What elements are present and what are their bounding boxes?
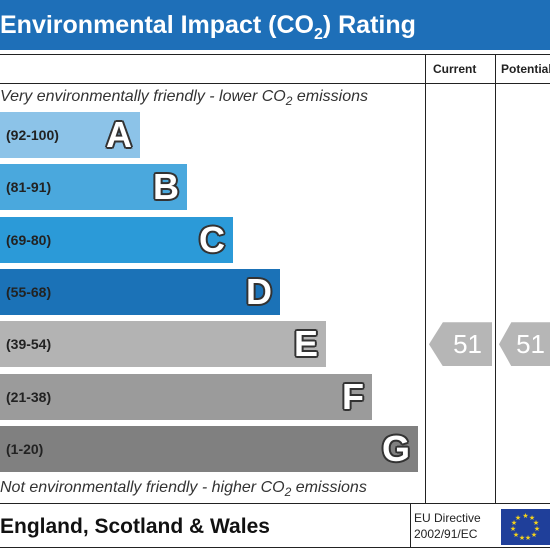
rating-letter: F	[342, 375, 364, 417]
rating-range-label: (39-54)	[6, 336, 52, 353]
potential-rating-arrow: 51	[499, 322, 550, 367]
rating-range-label: (1-20)	[6, 440, 44, 457]
rating-range-label: (92-100)	[6, 127, 59, 143]
svg-text:★: ★	[513, 531, 519, 539]
svg-text:★: ★	[531, 531, 537, 539]
rating-letter: B	[153, 166, 179, 208]
eu-directive: EU Directive 2002/91/EC	[414, 510, 496, 542]
svg-text:★: ★	[511, 519, 517, 527]
rating-letter: G	[381, 427, 410, 469]
title-text-end: ) Rating	[322, 11, 416, 39]
rating-letter: A	[106, 114, 132, 155]
top-note-sub: 2	[285, 94, 293, 108]
svg-text:★: ★	[534, 525, 540, 533]
divider-footer	[410, 503, 411, 547]
eu-directive-line2: 2002/91/EC	[414, 527, 478, 541]
title-subscript: 2	[313, 26, 323, 43]
rating-range-label: (81-91)	[6, 179, 52, 196]
rating-bar-b: (81-91) B	[0, 164, 187, 211]
svg-text:★: ★	[525, 534, 531, 542]
title-text: Environmental Impact (CO	[0, 11, 314, 39]
current-rating-arrow-value: 51	[453, 329, 482, 360]
rating-letter: E	[293, 323, 318, 365]
rating-bar-c: (69-80) C	[0, 216, 233, 263]
potential-rating-arrow-value: 51	[516, 329, 545, 360]
bottom-note-sub: 2	[284, 485, 292, 499]
svg-text:★: ★	[522, 512, 528, 520]
svg-text:★: ★	[510, 525, 516, 533]
rating-bar-a: (92-100) A	[0, 112, 140, 158]
frame-bottom-line	[0, 503, 550, 504]
rating-bar-e: (39-54) E	[0, 321, 326, 368]
footer-region: England, Scotland & Wales	[0, 515, 270, 538]
rating-bar-g: (1-20) G	[0, 425, 418, 472]
rating-bar-d: (55-68) D	[0, 268, 280, 315]
bottom-note: Not environmentally friendly - higher CO…	[0, 479, 367, 499]
current-rating-arrow: 51	[429, 322, 492, 367]
eu-directive-line1: EU Directive	[414, 511, 481, 525]
bottom-note-end: emissions	[291, 479, 367, 496]
eu-flag-icon: ★ ★ ★ ★ ★ ★ ★ ★ ★ ★ ★	[501, 509, 550, 545]
frame-header-line	[0, 83, 550, 84]
rating-range-label: (21-38)	[6, 388, 52, 405]
column-header-current: Current	[433, 62, 477, 76]
rating-letter: D	[246, 270, 272, 312]
rating-range-label: (69-80)	[6, 231, 52, 248]
bottom-note-text: Not environmentally friendly - higher CO	[0, 479, 285, 496]
svg-text:★: ★	[533, 519, 539, 527]
frame-top-line	[0, 54, 550, 55]
svg-text:★: ★	[515, 514, 521, 522]
divider-chart-current	[425, 54, 426, 504]
svg-text:★: ★	[529, 514, 535, 522]
rating-bar-f: (21-38) F	[0, 373, 372, 420]
page-title: Environmental Impact (CO2) Rating	[0, 0, 550, 50]
top-note: Very environmentally friendly - lower CO…	[0, 88, 368, 108]
frame-footer-line	[0, 547, 550, 548]
column-header-potential: Potential	[501, 62, 550, 76]
top-note-end: emissions	[292, 88, 368, 105]
rating-letter: C	[199, 218, 225, 260]
rating-range-label: (55-68)	[6, 283, 52, 300]
svg-text:★: ★	[519, 534, 525, 542]
top-note-text: Very environmentally friendly - lower CO	[0, 88, 286, 105]
divider-current-potential	[495, 54, 496, 504]
